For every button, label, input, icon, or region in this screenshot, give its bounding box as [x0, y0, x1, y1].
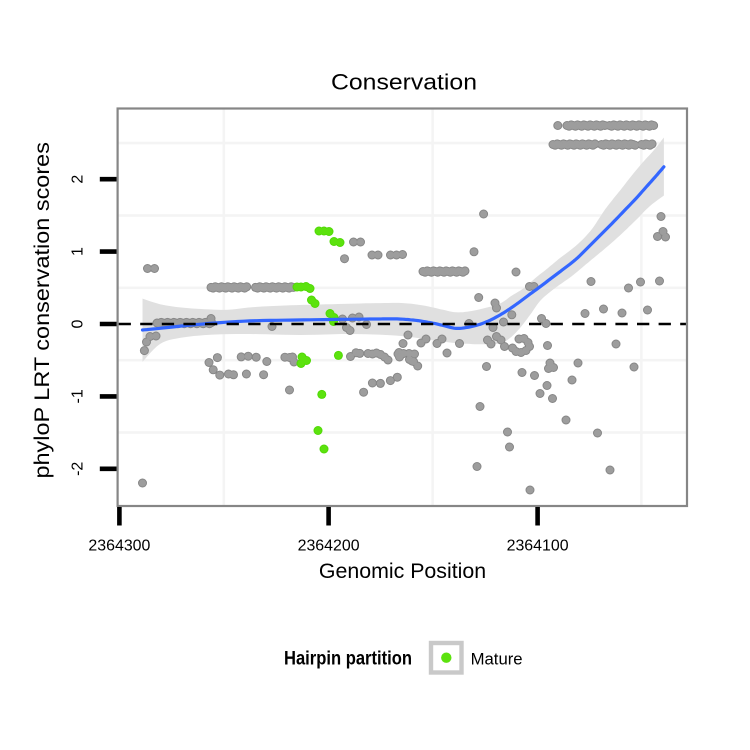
- svg-text:1: 1: [70, 247, 87, 256]
- svg-text:2364200: 2364200: [298, 538, 360, 555]
- svg-text:-1: -1: [70, 389, 87, 403]
- svg-text:Hairpin partition: Hairpin partition: [284, 649, 412, 670]
- svg-text:Conservation: Conservation: [331, 70, 477, 95]
- svg-text:0: 0: [70, 319, 87, 328]
- svg-text:-2: -2: [70, 462, 87, 476]
- svg-text:phyloP LRT conservation scores: phyloP LRT conservation scores: [31, 142, 54, 479]
- svg-text:2364100: 2364100: [507, 538, 569, 555]
- svg-text:Mature: Mature: [471, 649, 523, 668]
- svg-text:2: 2: [70, 175, 87, 184]
- svg-text:Genomic Position: Genomic Position: [319, 560, 486, 583]
- svg-text:2364300: 2364300: [88, 538, 150, 555]
